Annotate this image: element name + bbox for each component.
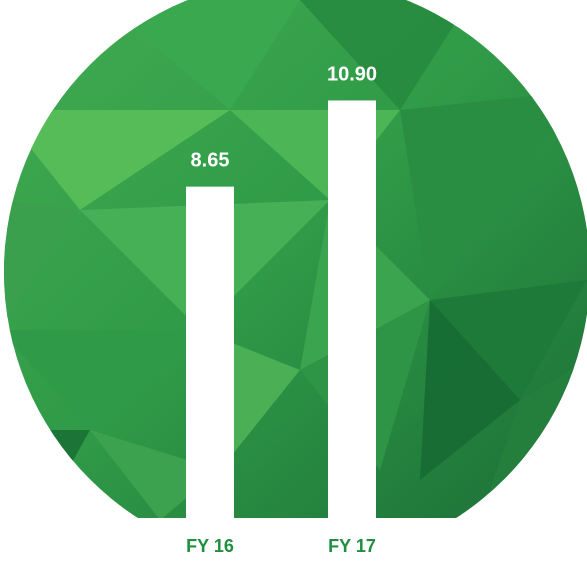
bar-fy-17 [328, 100, 376, 518]
bars-group [186, 100, 376, 518]
value-labels-group: 8.65 10.90 [191, 63, 378, 171]
value-label: 10.90 [327, 63, 377, 85]
category-labels-group: FY 16 FY 17 [186, 536, 376, 556]
bar-fy-16 [186, 186, 234, 518]
category-label: FY 17 [328, 536, 376, 556]
category-label: FY 16 [186, 536, 234, 556]
value-label: 8.65 [191, 150, 230, 172]
